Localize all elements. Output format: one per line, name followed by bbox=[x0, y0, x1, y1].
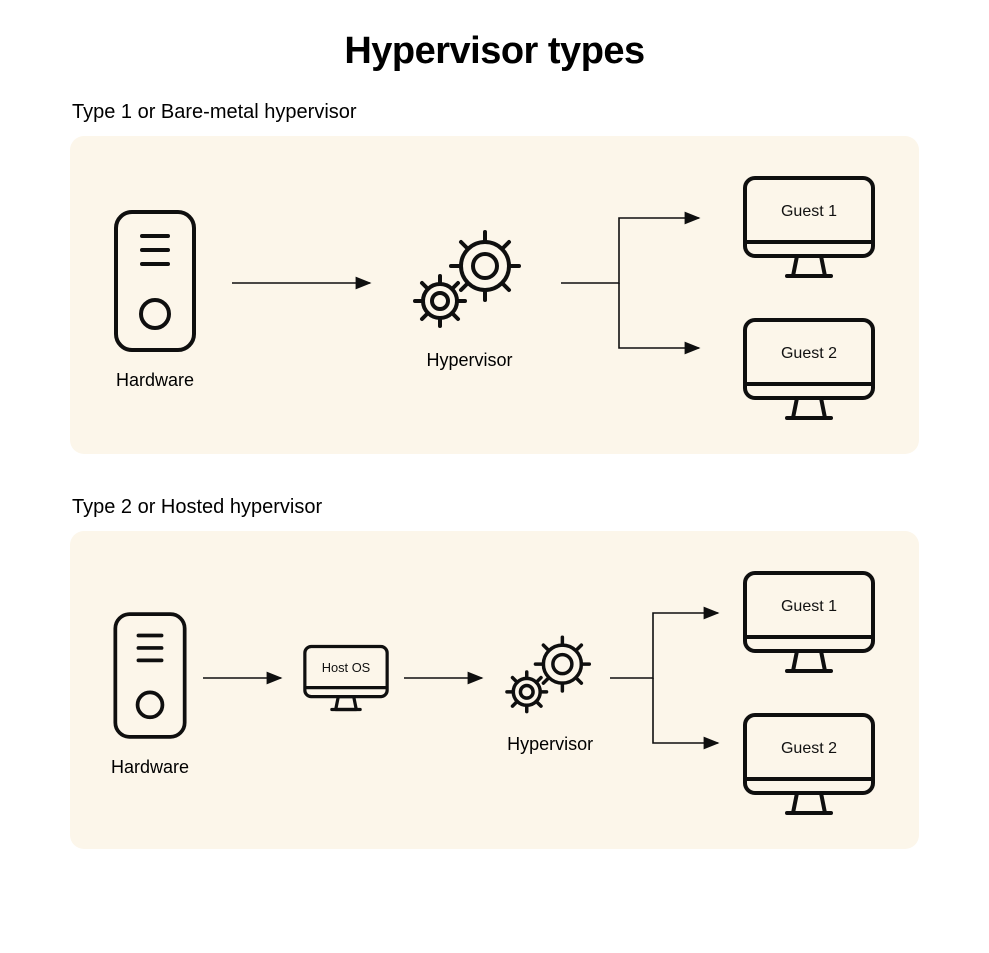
type2-guests: Guest 1 Guest 2 bbox=[739, 567, 879, 819]
type2-hypervisor-node: Hypervisor bbox=[503, 632, 598, 755]
guest1-node: Guest 1 bbox=[739, 172, 879, 282]
arrow-icon bbox=[201, 668, 291, 688]
type2-hardware-node: Hardware bbox=[110, 608, 190, 778]
monitor-icon: Guest 2 bbox=[739, 709, 879, 819]
guest1-node: Guest 1 bbox=[739, 567, 879, 677]
type1-panel: Hardware bbox=[70, 136, 919, 454]
type1-hypervisor-node: Hypervisor bbox=[410, 226, 530, 371]
monitor-icon: Guest 2 bbox=[739, 314, 879, 424]
hypervisor-label: Hypervisor bbox=[426, 350, 512, 371]
hardware-label: Hardware bbox=[111, 757, 189, 778]
hypervisor-label: Hypervisor bbox=[507, 734, 593, 755]
hostos-label: Host OS bbox=[322, 660, 371, 675]
monitor-icon: Guest 1 bbox=[739, 567, 879, 677]
guest2-node: Guest 2 bbox=[739, 709, 879, 819]
arrow-icon bbox=[402, 668, 492, 688]
guest2-label: Guest 2 bbox=[781, 740, 837, 757]
page-title: Hypervisor types bbox=[70, 30, 919, 73]
type1-hardware-node: Hardware bbox=[110, 206, 200, 391]
branch-arrow-icon bbox=[608, 578, 728, 778]
type1-guests: Guest 1 Guest 2 bbox=[739, 172, 879, 424]
server-icon bbox=[110, 608, 190, 743]
gears-icon bbox=[410, 226, 530, 336]
gears-icon bbox=[503, 632, 598, 720]
guest2-label: Guest 2 bbox=[781, 345, 837, 362]
server-icon bbox=[110, 206, 200, 356]
type2-panel: Hardware Host OS bbox=[70, 531, 919, 849]
type2-hostos-node: Host OS bbox=[301, 642, 391, 714]
guest1-label: Guest 1 bbox=[781, 598, 837, 615]
arrow-icon bbox=[230, 273, 380, 293]
guest1-label: Guest 1 bbox=[781, 203, 837, 220]
type2-heading: Type 2 or Hosted hypervisor bbox=[72, 496, 919, 519]
type1-heading: Type 1 or Bare-metal hypervisor bbox=[72, 101, 919, 124]
monitor-icon: Host OS bbox=[301, 642, 391, 714]
branch-arrow-icon bbox=[559, 183, 709, 383]
hardware-label: Hardware bbox=[116, 370, 194, 391]
guest2-node: Guest 2 bbox=[739, 314, 879, 424]
monitor-icon: Guest 1 bbox=[739, 172, 879, 282]
